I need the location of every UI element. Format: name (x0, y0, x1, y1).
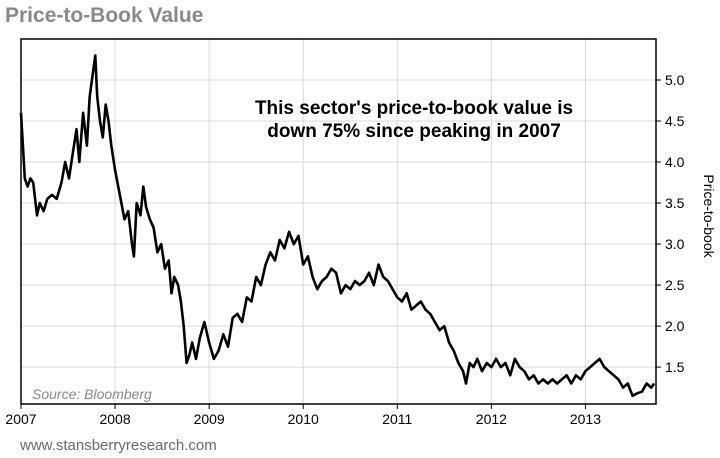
annotation-line-2: down 75% since peaking in 2007 (267, 121, 561, 142)
y-tick-label-3.5: 3.5 (665, 195, 685, 211)
x-tick-label-2010: 2010 (288, 411, 319, 427)
y-tick-label-4.0: 4.0 (665, 154, 685, 170)
x-tick-label-2011: 2011 (382, 411, 412, 427)
y-tick-label-5.0: 5.0 (665, 72, 685, 88)
y-axis-label: Price-to-book (701, 174, 717, 258)
series-layer (19, 54, 656, 398)
footer-url[interactable]: www.stansberryresearch.com (19, 437, 217, 454)
y-tick-label-4.5: 4.5 (665, 113, 685, 129)
y-tick-label-3.0: 3.0 (665, 236, 685, 252)
series-line-price-to-book (19, 54, 656, 398)
plot-area-frame (20, 38, 657, 405)
x-axis-ticks: 2007 2008 2009 2010 2011 2012 2013 (5, 404, 601, 427)
x-tick-label-2012: 2012 (476, 411, 507, 427)
grid-layer (21, 39, 656, 404)
annotation-line-1: This sector's price-to-book value is (255, 98, 573, 119)
x-tick-label-2009: 2009 (194, 411, 225, 427)
x-tick-label-2008: 2008 (99, 411, 130, 427)
x-tick-label-2013: 2013 (570, 411, 601, 427)
y-tick-label-2.5: 2.5 (665, 277, 685, 293)
y-axis-ticks: 1.5 2.0 2.5 3.0 3.5 4.0 4.5 5.0 (656, 72, 685, 375)
x-tick-label-2007: 2007 (5, 411, 36, 427)
y-tick-label-1.5: 1.5 (665, 359, 685, 375)
chart-title: Price-to-Book Value (5, 4, 203, 27)
y-tick-label-2.0: 2.0 (665, 318, 685, 334)
source-note: Source: Bloomberg (32, 386, 152, 402)
